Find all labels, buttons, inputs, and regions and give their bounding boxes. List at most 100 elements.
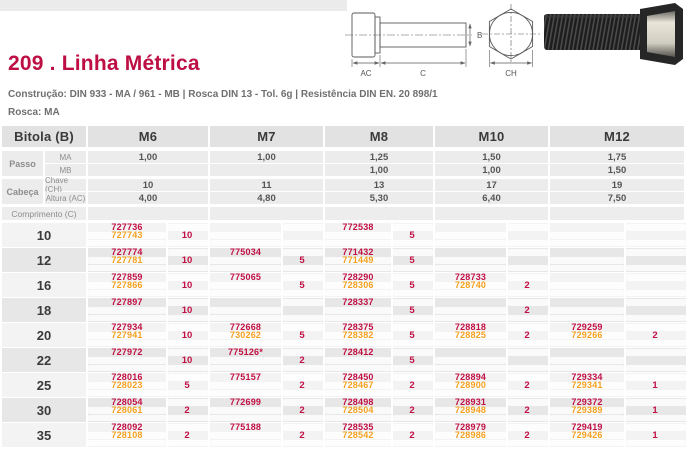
comprimento-size-cell bbox=[550, 207, 686, 220]
qty-cell: 2 bbox=[508, 298, 550, 322]
code-stripe: 729419 bbox=[550, 422, 624, 432]
code-stripe: 728016 bbox=[88, 373, 166, 382]
qty-stripe bbox=[168, 440, 208, 446]
qty-stripe bbox=[393, 274, 433, 281]
qty-stripe bbox=[283, 440, 323, 446]
code-cell: 727736 727743 bbox=[88, 223, 168, 247]
code-stripe bbox=[550, 232, 624, 239]
code-stripe: 728412 bbox=[325, 348, 391, 357]
code-stripe: 728894 bbox=[435, 373, 506, 382]
code-cell: 727972 bbox=[88, 348, 168, 372]
spec-value: 1,50 bbox=[550, 164, 686, 176]
code-cell bbox=[550, 348, 626, 372]
qty-stripe bbox=[393, 240, 433, 246]
pack-quantity: 10 bbox=[181, 354, 193, 366]
product-code-primary: 729372 bbox=[571, 397, 603, 407]
code-stripe bbox=[88, 440, 166, 446]
spec-value: 17 bbox=[435, 179, 550, 191]
qty-stripe bbox=[508, 340, 548, 346]
qty-stripe bbox=[626, 324, 686, 331]
code-stripe bbox=[435, 299, 506, 306]
qty-cell bbox=[283, 223, 325, 247]
qty-stripe bbox=[168, 390, 208, 396]
product-code-secondary: 728467 bbox=[342, 380, 374, 390]
code-stripe: 775034 bbox=[210, 248, 281, 257]
spec-value: 1,50 bbox=[435, 151, 550, 163]
table-row: 12 727774 727781 10 775034 5 771432 771449 5 bbox=[2, 248, 686, 273]
product-table: Bitola (B) M6 M7 M8 M10 M12 Passo MA 1,00 1,00 1… bbox=[2, 126, 686, 448]
code-stripe bbox=[210, 290, 281, 296]
spec-value: 1,00 bbox=[325, 164, 435, 176]
qty-cell: 10 bbox=[168, 273, 210, 297]
qty-cell: 10 bbox=[168, 323, 210, 347]
qty-stripe bbox=[168, 365, 208, 371]
product-code-secondary: 727866 bbox=[111, 280, 143, 290]
code-cell: 728535 728542 bbox=[325, 423, 393, 447]
product-code-secondary: 728306 bbox=[342, 280, 374, 290]
product-code-primary: 729419 bbox=[571, 422, 603, 432]
qty-cell: 5 bbox=[393, 273, 435, 297]
qty-stripe bbox=[168, 249, 208, 256]
code-cell: 729419 729426 bbox=[550, 423, 626, 447]
table-row: 35 728092 728108 2 775188 2 728535 728542 2 72897… bbox=[2, 423, 686, 448]
qty-stripe bbox=[508, 440, 548, 446]
qty-cell: 5 bbox=[283, 273, 325, 297]
code-stripe bbox=[88, 240, 166, 246]
column-header-m6: M6 bbox=[88, 126, 210, 147]
qty-stripe bbox=[626, 399, 686, 406]
qty-stripe bbox=[168, 424, 208, 431]
code-stripe bbox=[88, 357, 166, 364]
qty-stripe bbox=[626, 440, 686, 446]
code-stripe bbox=[210, 282, 281, 289]
dim-label-c: C bbox=[420, 69, 426, 78]
code-cell: 729372 729389 bbox=[550, 398, 626, 422]
qty-cell: 10 bbox=[168, 348, 210, 372]
qty-stripe bbox=[168, 224, 208, 231]
code-stripe bbox=[210, 340, 281, 346]
code-stripe: 728979 bbox=[435, 423, 506, 432]
pack-quantity: 10 bbox=[181, 304, 193, 316]
code-cell bbox=[550, 298, 626, 322]
qty-stripe bbox=[168, 324, 208, 331]
qty-stripe bbox=[168, 340, 208, 346]
qty-cell bbox=[508, 348, 550, 372]
product-code-primary: 727934 bbox=[111, 322, 143, 332]
code-stripe bbox=[550, 315, 624, 321]
product-code-primary: 775188 bbox=[229, 422, 262, 432]
code-stripe bbox=[435, 240, 506, 246]
pack-quantity: 5 bbox=[299, 329, 305, 341]
code-stripe: 775065 bbox=[210, 273, 281, 282]
pack-quantity: 5 bbox=[299, 279, 305, 291]
table-row: 16 727859 727866 10 775065 5 728290 728306 5 7287… bbox=[2, 273, 686, 298]
qty-stripe bbox=[626, 349, 686, 356]
code-cell: 775188 bbox=[210, 423, 283, 447]
code-stripe bbox=[325, 440, 391, 446]
code-stripe: 728931 bbox=[435, 398, 506, 407]
code-stripe: 728504 bbox=[325, 406, 391, 415]
qty-stripe bbox=[393, 224, 433, 231]
qty-stripe bbox=[508, 290, 548, 296]
code-stripe bbox=[325, 290, 391, 296]
spec-group-label: Cabeça bbox=[2, 179, 45, 204]
pack-quantity: 2 bbox=[524, 304, 530, 316]
code-stripe bbox=[88, 340, 166, 346]
spec-value: 4,80 bbox=[210, 192, 325, 204]
table-row: 10 727736 727743 10 772538 5 bbox=[2, 223, 686, 248]
code-stripe: 727774 bbox=[88, 248, 166, 257]
code-stripe: 727972 bbox=[88, 348, 166, 357]
qty-stripe bbox=[283, 307, 323, 314]
qty-cell bbox=[283, 298, 325, 322]
code-stripe bbox=[550, 257, 624, 264]
qty-cell: 5 bbox=[168, 373, 210, 397]
qty-cell: 5 bbox=[393, 348, 435, 372]
column-header-m10: M10 bbox=[435, 126, 550, 147]
code-stripe: 728535 bbox=[325, 423, 391, 432]
code-cell: 775126* bbox=[210, 348, 283, 372]
code-stripe bbox=[88, 290, 166, 296]
code-stripe bbox=[325, 415, 391, 421]
spec-value: 4,00 bbox=[88, 192, 210, 204]
table-row: 22 727972 10 775126* 2 728412 5 bbox=[2, 348, 686, 373]
code-stripe bbox=[550, 307, 624, 314]
product-code-secondary: 728948 bbox=[454, 405, 487, 415]
qty-stripe bbox=[508, 349, 548, 356]
